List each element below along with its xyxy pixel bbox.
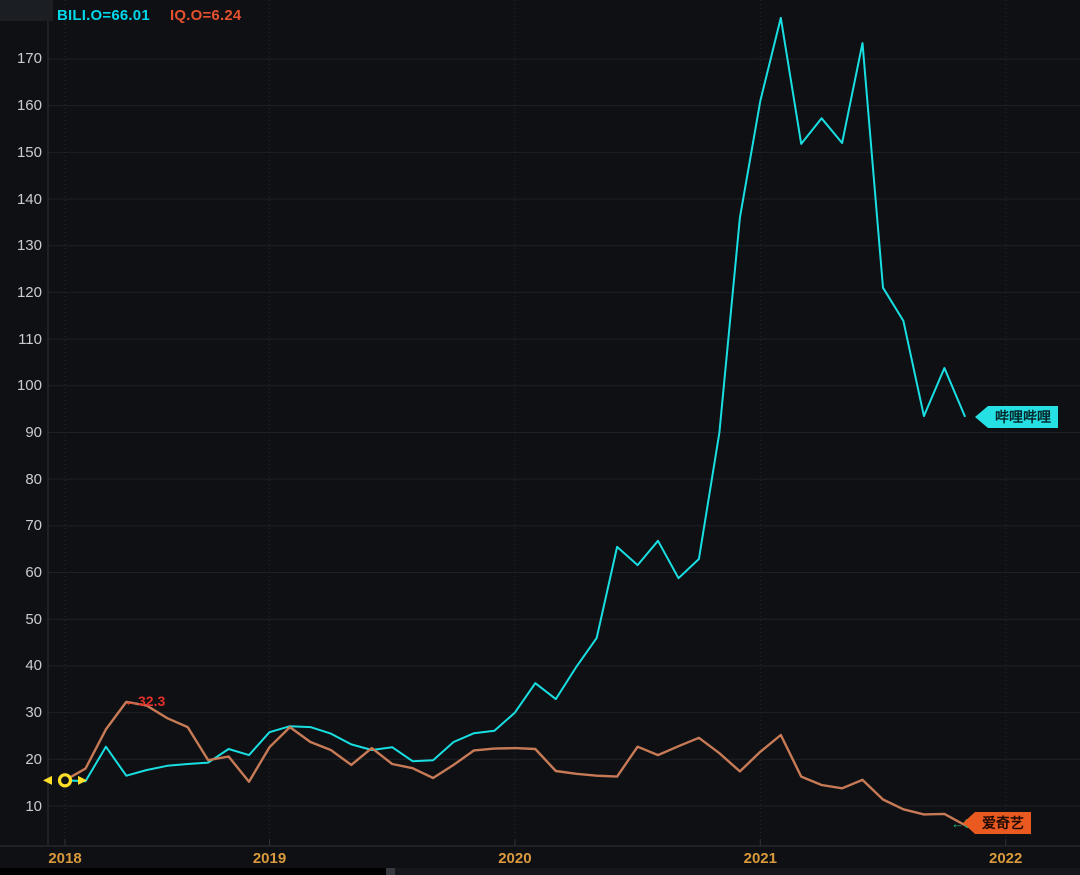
timeline-scrollbar	[0, 868, 1080, 875]
tag-arrow-left-icon	[963, 812, 975, 834]
y-tick-label: 130	[16, 237, 42, 255]
y-tick-label: 120	[16, 283, 42, 301]
annotation-iq-peak-value: ←32.3	[124, 693, 166, 709]
series-tag-iqiyi[interactable]: 爱奇艺	[963, 812, 1031, 834]
y-tick-label: 100	[16, 377, 42, 395]
legend-bili[interactable]: BILI.O=66.01	[57, 7, 150, 24]
y-tick-label: 110	[18, 330, 42, 348]
series-tag-bilibili-label: 哔哩哔哩	[988, 406, 1058, 428]
iqiyi-price-line[interactable]	[63, 700, 966, 827]
x-tick-label: 2022	[989, 850, 1023, 867]
y-tick-label: 60	[25, 564, 42, 582]
x-tick-label: 2021	[743, 850, 777, 867]
series-tag-iqiyi-label: 爱奇艺	[975, 812, 1031, 834]
y-tick-label: 160	[16, 97, 42, 115]
y-tick-label: 80	[25, 470, 42, 488]
y-tick-label: 40	[25, 657, 42, 675]
y-tick-label: 140	[16, 190, 42, 208]
legend-iq[interactable]: IQ.O=6.24	[170, 7, 242, 24]
scrollbar-thumb[interactable]	[386, 868, 395, 875]
y-tick-label: 150	[16, 143, 42, 161]
x-tick-label: 2018	[48, 850, 82, 867]
series-tag-bilibili[interactable]: 哔哩哔哩	[975, 406, 1058, 428]
corner-patch	[0, 0, 53, 21]
y-tick-label: 170	[16, 50, 42, 68]
tag-arrow-left-icon	[975, 406, 988, 428]
x-tick-label: 2020	[498, 850, 532, 867]
y-tick-label: 10	[25, 797, 42, 815]
start-point-marker-icon	[43, 773, 87, 788]
y-tick-label: 20	[25, 750, 42, 768]
x-tick-label: 2019	[252, 850, 287, 867]
y-tick-label: 90	[25, 423, 42, 441]
scrollbar-track	[0, 868, 386, 875]
y-tick-label: 30	[25, 704, 42, 722]
y-tick-label: 70	[25, 517, 42, 535]
y-tick-label: 50	[25, 610, 42, 628]
